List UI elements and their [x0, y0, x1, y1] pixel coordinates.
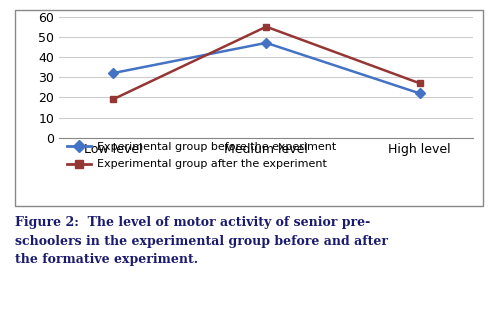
- Experimental group after the experiment: [263, 25, 269, 29]
- Experimental group after the experiment: [417, 81, 423, 85]
- Text: Figure 2:  The level of motor activity of senior pre-
schoolers in the experimen: Figure 2: The level of motor activity of…: [15, 216, 388, 266]
- Experimental group before the experiment: [110, 71, 116, 75]
- Legend: Experimental group before the experiment, Experimental group after the experimen: Experimental group before the experiment…: [67, 142, 336, 169]
- Experimental group before the experiment: [417, 91, 423, 95]
- Experimental group after the experiment: [110, 97, 116, 101]
- Line: Experimental group after the experiment: Experimental group after the experiment: [109, 23, 423, 103]
- Experimental group before the experiment: [263, 41, 269, 45]
- Line: Experimental group before the experiment: Experimental group before the experiment: [109, 40, 423, 97]
